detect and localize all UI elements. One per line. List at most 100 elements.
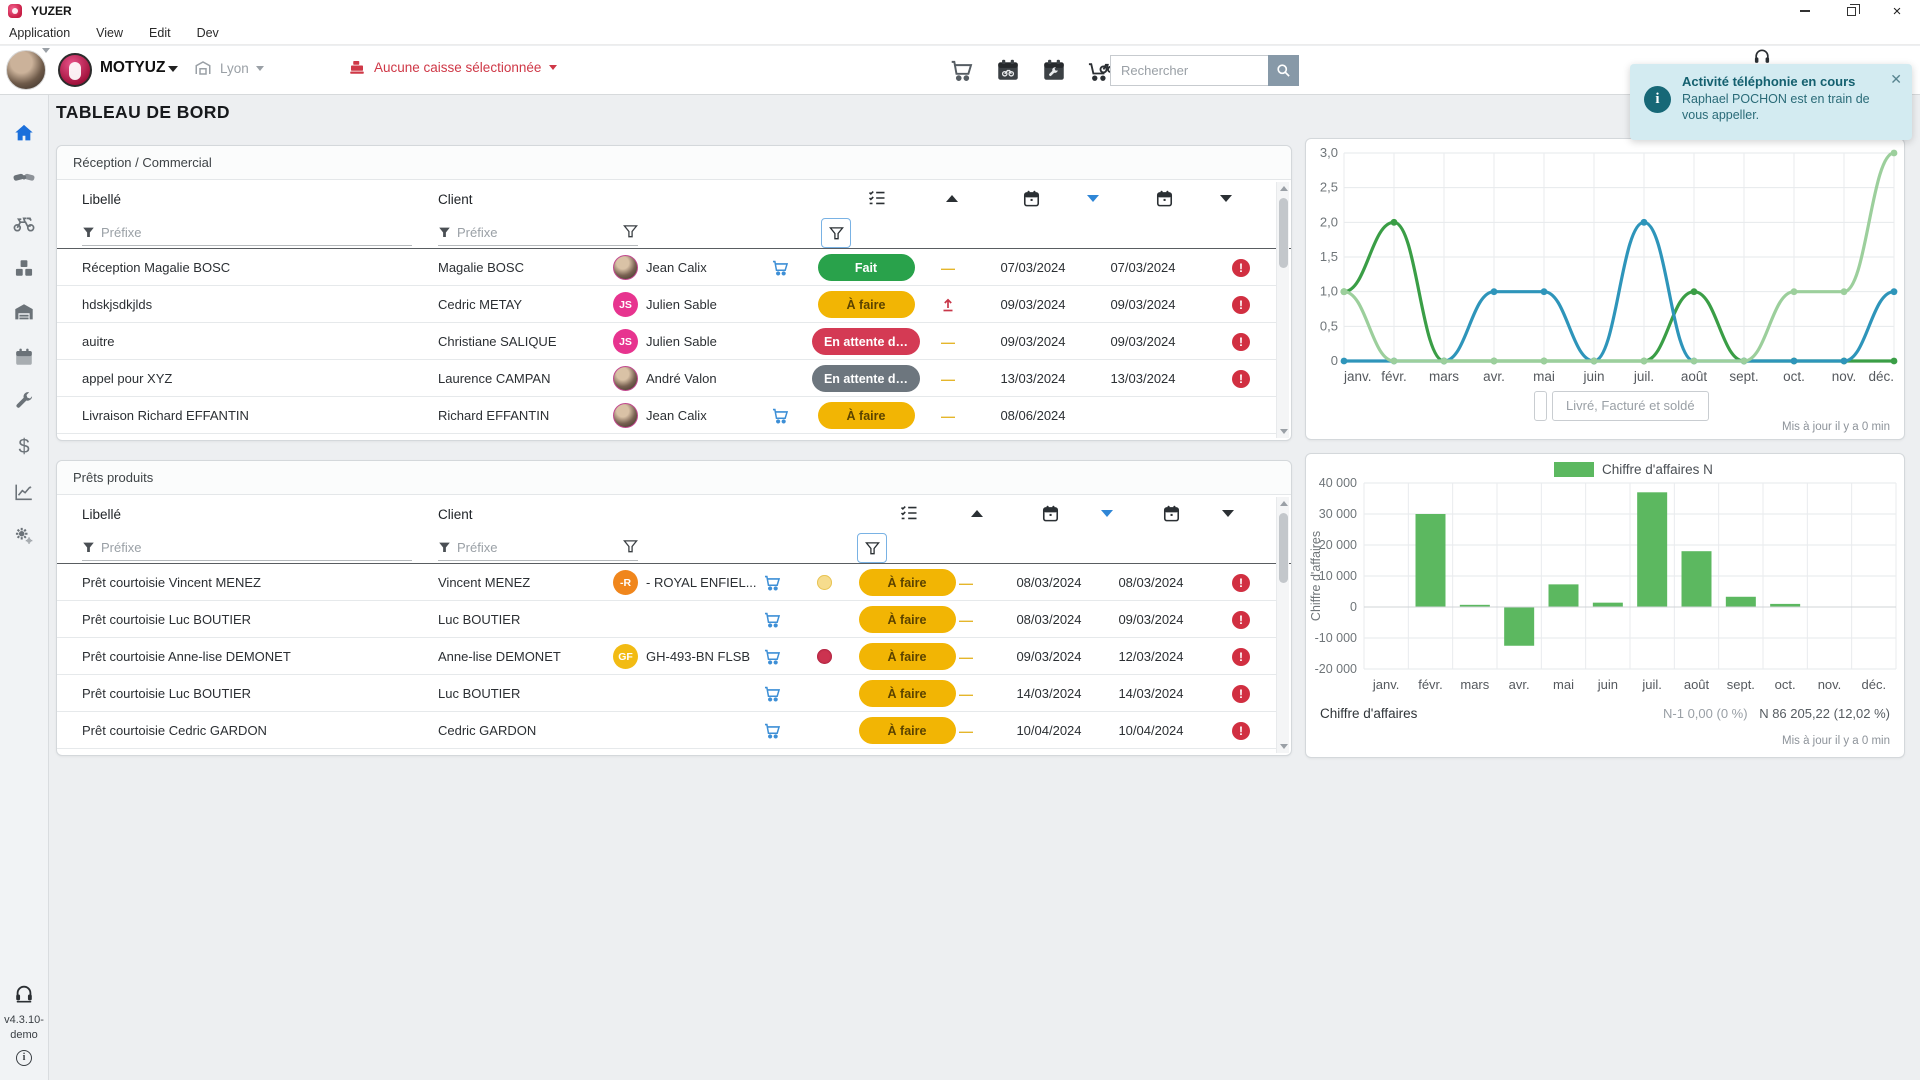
column-header-libelle[interactable]: Libellé (82, 192, 122, 207)
column-header-client[interactable]: Client (438, 192, 473, 207)
status-badge[interactable]: À faire (858, 717, 956, 744)
alert-icon[interactable]: ! (1232, 647, 1250, 666)
sidebar-item-finance[interactable]: $ (0, 430, 48, 464)
status-badge[interactable]: En attente d… (811, 365, 921, 392)
table-row[interactable]: appel pour XYZ Laurence CAMPAN André Valon… (57, 360, 1276, 397)
alert-icon[interactable]: ! (1232, 610, 1250, 629)
filter-libelle-input[interactable] (101, 225, 412, 240)
table-row[interactable]: hdskjsdkjlds Cedric METAY JS Julien Sable À … (57, 286, 1276, 323)
filter-funnel-button[interactable] (821, 218, 851, 248)
sort-asc-icon[interactable] (967, 503, 987, 523)
search-input[interactable] (1110, 55, 1268, 86)
cart-icon[interactable] (771, 406, 790, 425)
status-checklist-icon[interactable] (867, 188, 887, 208)
status-badge[interactable]: En attente d… (811, 328, 921, 355)
menu-dev[interactable]: Dev (196, 26, 219, 40)
cart-icon[interactable] (763, 721, 782, 740)
status-badge[interactable]: À faire (858, 569, 956, 596)
support-headset-icon[interactable] (1752, 47, 1772, 72)
scrollbar-down-icon[interactable] (1280, 744, 1288, 749)
org-caret-icon[interactable] (168, 66, 178, 72)
sort-desc-icon[interactable] (1216, 188, 1236, 208)
date-start-calendar-icon[interactable] (1021, 188, 1041, 208)
toast-close-icon[interactable]: ✕ (1890, 71, 1902, 87)
menu-edit[interactable]: Edit (149, 26, 171, 40)
scrollbar-up-icon[interactable] (1280, 501, 1288, 506)
date-start-calendar-icon[interactable] (1040, 503, 1060, 523)
legend-checkbox[interactable] (1534, 391, 1547, 421)
filter-client-input[interactable] (457, 540, 638, 555)
sort-desc-blue-icon[interactable] (1083, 188, 1103, 208)
sidebar-item-crm[interactable] (0, 160, 48, 194)
close-button[interactable]: × (1874, 0, 1920, 22)
sidebar-item-motorcycles[interactable] (0, 206, 48, 240)
table-row[interactable]: Réception Magalie BOSC Magalie BOSC Jean C… (57, 249, 1276, 286)
cart-icon[interactable] (763, 610, 782, 629)
status-badge[interactable]: À faire (858, 606, 956, 633)
alert-icon[interactable]: ! (1232, 369, 1250, 388)
table-scrollbar[interactable] (1276, 497, 1289, 753)
cart-button[interactable] (948, 56, 976, 84)
table-row[interactable]: Prêt courtoisie Anne-lise DEMONET Anne-li… (57, 638, 1276, 675)
cash-register-selector[interactable]: Aucune caisse sélectionnée (348, 58, 558, 76)
column-header-client[interactable]: Client (438, 507, 473, 522)
status-badge[interactable]: Fait (817, 254, 915, 281)
cart-icon[interactable] (763, 684, 782, 703)
status-checklist-icon[interactable] (899, 503, 919, 523)
restore-button[interactable] (1828, 0, 1874, 22)
table-row[interactable]: Prêt courtoisie Cedric GARDON Cedric GARD… (57, 712, 1276, 749)
sidebar-item-stock[interactable] (0, 251, 48, 285)
sort-desc-blue-icon[interactable] (1097, 503, 1117, 523)
sort-desc-icon[interactable] (1218, 503, 1238, 523)
site-selector[interactable]: Lyon (193, 58, 264, 78)
status-badge[interactable]: À faire (858, 643, 956, 670)
filter-funnel-button[interactable] (857, 533, 887, 563)
search-button[interactable] (1268, 55, 1299, 86)
alert-icon[interactable]: ! (1232, 721, 1250, 740)
status-badge[interactable]: À faire (817, 291, 915, 318)
date-end-calendar-icon[interactable] (1161, 503, 1181, 523)
scrollbar-down-icon[interactable] (1280, 429, 1288, 434)
user-avatar[interactable] (6, 50, 46, 90)
table-row[interactable]: Prêt courtoisie Vincent MENEZ Vincent MEN… (57, 564, 1276, 601)
alert-icon[interactable]: ! (1232, 573, 1250, 592)
planning-moto-button[interactable] (994, 56, 1022, 84)
sidebar-item-settings[interactable] (0, 519, 48, 553)
filter-client-input[interactable] (457, 225, 638, 240)
status-funnel-icon[interactable] (623, 224, 638, 244)
alert-icon[interactable]: ! (1232, 332, 1250, 351)
sidebar-item-workshop[interactable] (0, 384, 48, 418)
user-menu-caret-icon[interactable] (42, 48, 50, 53)
scrollbar-thumb[interactable] (1279, 513, 1288, 583)
filter-libelle-input[interactable] (101, 540, 412, 555)
alert-icon[interactable]: ! (1232, 258, 1250, 277)
sidebar-item-warehouse[interactable] (0, 295, 48, 329)
cart-icon[interactable] (763, 573, 782, 592)
table-row[interactable]: Prêt courtoisie Luc BOUTIER Luc BOUTIER À … (57, 675, 1276, 712)
table-row[interactable]: auitre Christiane SALIQUE JS Julien Sable En… (57, 323, 1276, 360)
sidebar-item-statistics[interactable] (0, 475, 48, 509)
scrollbar-thumb[interactable] (1279, 198, 1288, 268)
column-header-libelle[interactable]: Libellé (82, 507, 122, 522)
status-funnel-icon[interactable] (623, 539, 638, 559)
menu-view[interactable]: View (96, 26, 124, 40)
table-scrollbar[interactable] (1276, 182, 1289, 438)
legend-item-disabled[interactable]: Livré, Facturé et soldé (1552, 391, 1709, 421)
org-logo[interactable] (58, 53, 92, 87)
support-button[interactable] (0, 983, 48, 1010)
alert-icon[interactable]: ! (1232, 295, 1250, 314)
org-name[interactable]: MOTYUZ (100, 59, 166, 76)
sidebar-item-home[interactable] (0, 116, 48, 150)
sort-asc-icon[interactable] (942, 188, 962, 208)
about-button[interactable]: i (0, 1047, 48, 1066)
table-row[interactable]: Prêt courtoisie Luc BOUTIER Luc BOUTIER À … (57, 601, 1276, 638)
alert-icon[interactable]: ! (1232, 684, 1250, 703)
status-badge[interactable]: À faire (817, 402, 915, 429)
menu-application[interactable]: Application (9, 26, 71, 40)
cart-icon[interactable] (763, 647, 782, 666)
date-end-calendar-icon[interactable] (1154, 188, 1174, 208)
scrollbar-up-icon[interactable] (1280, 186, 1288, 191)
planning-atelier-button[interactable] (1040, 56, 1068, 84)
table-row[interactable]: Livraison Richard EFFANTIN Richard EFFANT… (57, 397, 1276, 434)
minimize-button[interactable] (1782, 0, 1828, 22)
